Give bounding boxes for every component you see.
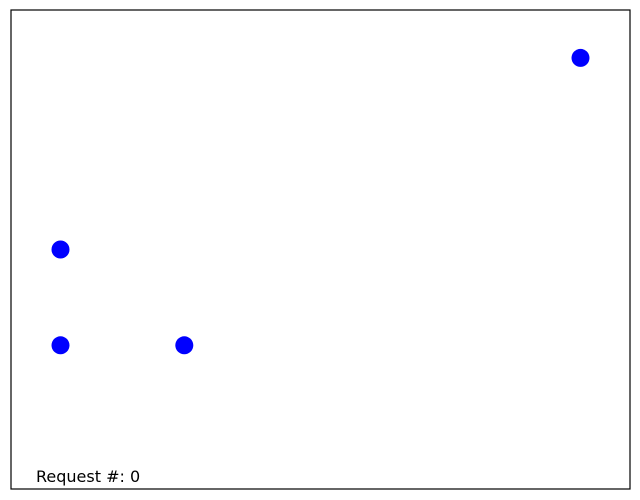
plot-area-frame <box>10 9 631 490</box>
request-counter-label: Request #: 0 <box>36 467 140 486</box>
data-point-1 <box>51 336 70 355</box>
data-point-3 <box>175 336 194 355</box>
data-points-layer <box>51 48 590 355</box>
data-point-2 <box>51 240 70 259</box>
data-point-4 <box>571 48 590 67</box>
